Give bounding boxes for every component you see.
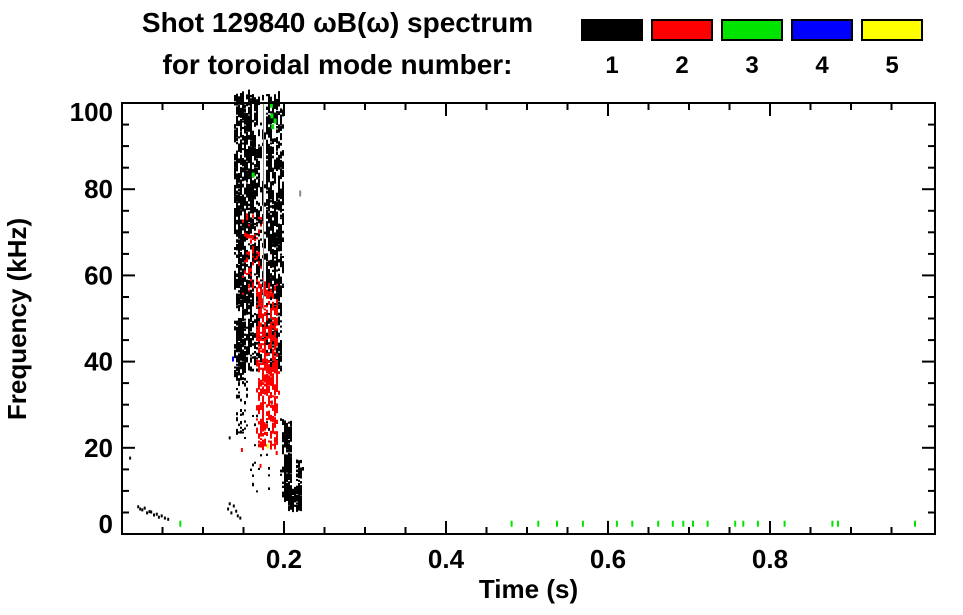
svg-text:0.6: 0.6: [590, 544, 626, 574]
y-axis-title: Frequency (kHz): [2, 218, 32, 420]
plot-frame-and-ticks: [121, 102, 936, 535]
svg-text:0: 0: [99, 509, 113, 539]
svg-text:0.4: 0.4: [428, 544, 465, 574]
legend-number-n1: 1: [605, 52, 619, 79]
legend-swatch-n1: [581, 19, 643, 41]
svg-text:20: 20: [84, 433, 113, 463]
chart-title-line2: for toroidal mode number:: [162, 49, 513, 80]
series-n2: [240, 213, 280, 468]
legend: 1 2 3 4 5: [0, 0, 963, 90]
series-n4: [232, 356, 234, 362]
legend-swatch-n3: [721, 19, 783, 41]
svg-text:0.2: 0.2: [266, 544, 302, 574]
svg-text:40: 40: [84, 347, 113, 377]
legend-number-n3: 3: [745, 52, 759, 79]
x-tick-labels: 0.2 0.4 0.6 0.8: [266, 544, 788, 574]
legend-number-n2: 2: [675, 52, 689, 79]
svg-text:100: 100: [70, 97, 113, 127]
legend-swatch-n2: [651, 19, 713, 41]
svg-text:60: 60: [84, 260, 113, 290]
svg-text:0.8: 0.8: [752, 544, 788, 574]
legend-swatch-n4: [791, 19, 853, 41]
x-axis-title: Time (s): [479, 574, 578, 604]
series-lowamplitudegray: [263, 103, 302, 310]
legend-number-n5: 5: [885, 52, 899, 79]
legend-swatch-n5: [861, 19, 923, 41]
chart-title-line1: Shot 129840 ωB(ω) spectrum: [141, 7, 534, 38]
series-n3: [179, 102, 916, 527]
svg-text:80: 80: [84, 174, 113, 204]
y-tick-labels: 0 20 40 60 80 100: [70, 97, 113, 539]
legend-number-n4: 4: [815, 52, 829, 79]
series-n5: [266, 443, 269, 449]
